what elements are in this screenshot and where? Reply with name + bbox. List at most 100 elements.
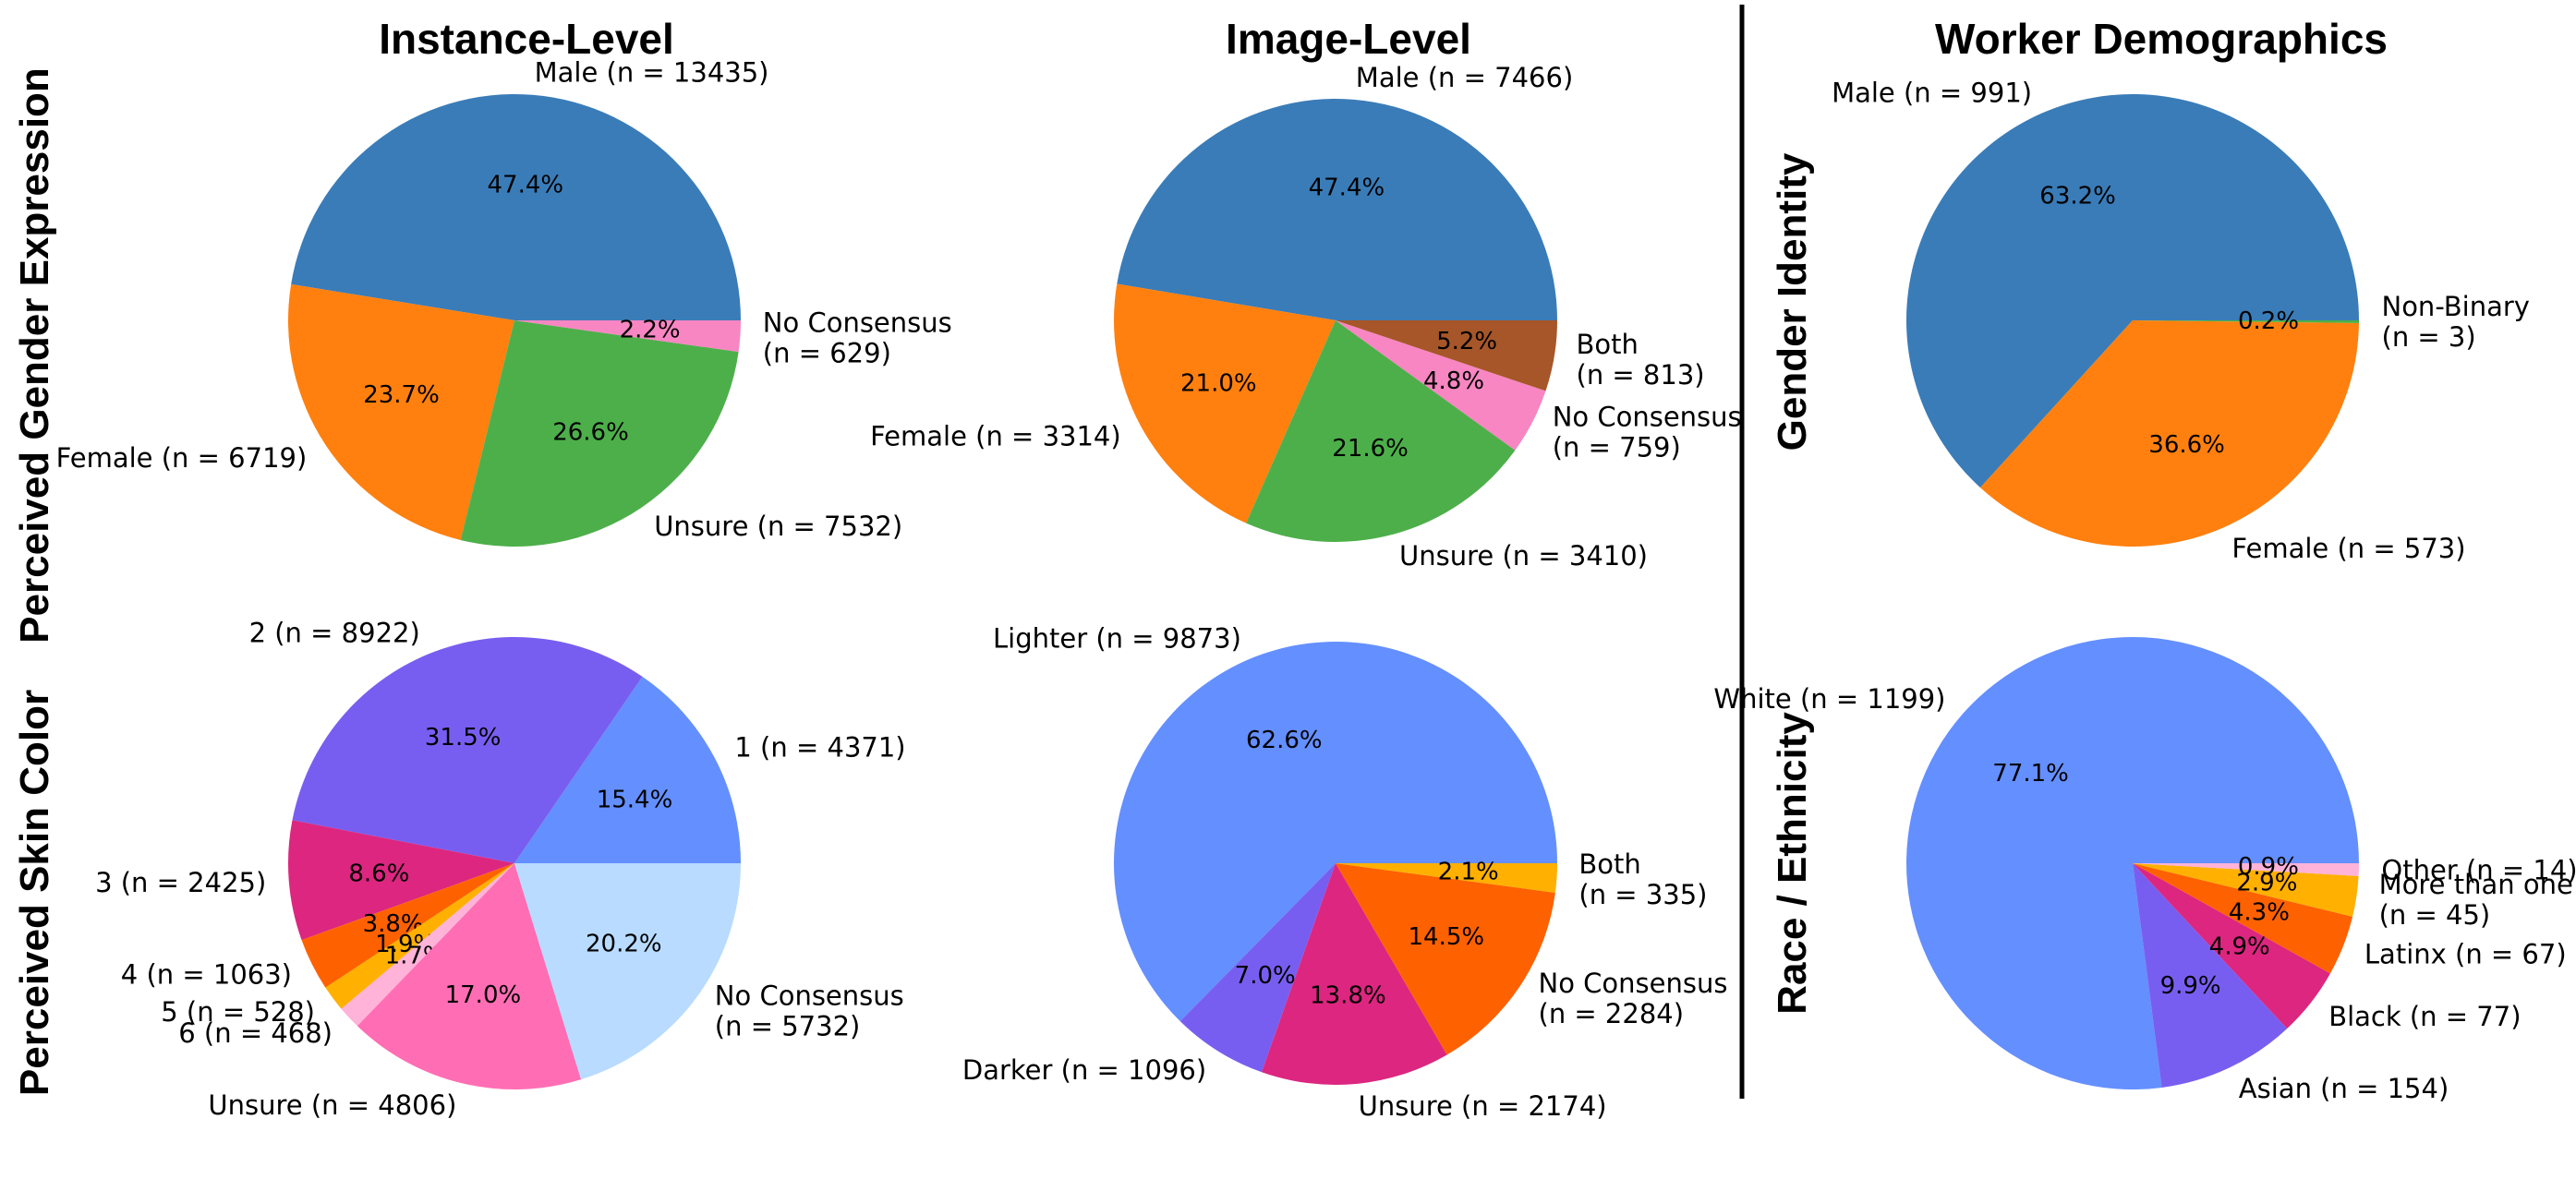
slice-label-no-consensus: No Consensus (n = 759) <box>1553 401 1742 463</box>
row-label-gender-identity: Gender Identity <box>1770 152 1815 451</box>
pct-label-other: 0.9% <box>2238 853 2299 881</box>
pct-label-female: 21.0% <box>1180 369 1257 397</box>
slice-label-both: Both (n = 335) <box>1578 848 1707 910</box>
slice-label-4: 4 (n = 1063) <box>121 959 292 991</box>
pie-slice-other <box>2133 863 2360 876</box>
pie-slice-4 <box>301 863 514 988</box>
pct-label-lighter: 62.6% <box>1246 727 1323 754</box>
pie-slice-asian <box>2133 863 2288 1088</box>
pie-slice-unsure <box>357 863 582 1089</box>
pie-slice-1 <box>514 676 742 863</box>
pie-worker-race: 77.1% White (n = 1199) 9.9% Asian (n = 154)… <box>1713 637 2576 1104</box>
slice-label-no-consensus: No Consensus (n = 5732) <box>715 980 904 1042</box>
slice-label-female: Female (n = 573) <box>2231 533 2465 564</box>
pie-slice-2 <box>292 636 643 863</box>
pct-label-both: 2.1% <box>1438 859 1499 886</box>
pct-label-black: 4.9% <box>2209 933 2270 961</box>
slice-label-no-consensus: No Consensus (n = 629) <box>763 307 952 368</box>
column-title-instance-level: Instance-Level <box>379 15 674 63</box>
pct-label-1: 15.4% <box>597 787 673 814</box>
pie-slice-male <box>1117 99 1557 320</box>
pie-slice-lighter <box>1114 642 1557 1022</box>
pie-slice-no-consensus <box>1336 863 1555 1055</box>
pct-label-female: 36.6% <box>2148 431 2225 459</box>
pct-label-more-than-one: 2.9% <box>2236 870 2297 897</box>
slice-label-unsure: Unsure (n = 4806) <box>208 1089 456 1121</box>
pie-slice-male <box>1905 94 2359 488</box>
pct-label-unsure: 17.0% <box>445 981 522 1009</box>
pct-label-darker: 7.0% <box>1235 962 1296 990</box>
pie-slice-more-than-one <box>2133 863 2359 917</box>
pct-label-male: 63.2% <box>2039 183 2116 211</box>
pct-label-no-consensus: 4.8% <box>1423 367 1484 395</box>
slice-label-female: Female (n = 3314) <box>870 420 1121 451</box>
pie-instance-skin: 15.4% 1 (n = 4371) 31.5% 2 (n = 8922) 8.6% 3 … <box>95 618 906 1122</box>
column-title-image-level: Image-Level <box>1226 15 1471 63</box>
slice-label-male: Male (n = 13435) <box>535 56 769 88</box>
pct-label-no-consensus: 14.5% <box>1408 923 1484 951</box>
slice-label-other: Other (n = 14) <box>2381 855 2576 886</box>
slice-label-female: Female (n = 6719) <box>56 442 308 474</box>
slice-label-no-consensus: No Consensus (n = 2284) <box>1539 968 1728 1029</box>
column-title-worker-demographics: Worker Demographics <box>1935 15 2388 63</box>
pct-label-female: 23.7% <box>363 381 440 409</box>
slice-label-darker: Darker (n = 1096) <box>962 1054 1206 1086</box>
pct-label-no-consensus: 2.2% <box>620 316 681 343</box>
pie-instance-gender: 47.4% Male (n = 13435) 23.7% Female (n = 67… <box>56 56 952 547</box>
pie-slice-unsure <box>1262 863 1447 1085</box>
pct-label-non-binary: 0.2% <box>2238 307 2299 335</box>
row-label-perceived-gender-expression: Perceived Gender Expression <box>12 67 57 644</box>
pie-slice-male <box>291 93 741 320</box>
pie-slice-unsure <box>1246 320 1516 542</box>
pct-label-both: 5.2% <box>1436 328 1497 355</box>
pie-slice-latinx <box>2133 863 2353 974</box>
slice-label-unsure: Unsure (n = 3410) <box>1399 540 1648 571</box>
pie-slice-both <box>1336 863 1557 893</box>
slice-label-5: 5 (n = 528) <box>161 996 315 1028</box>
pie-slice-darker <box>1179 863 1336 1073</box>
pie-slice-female <box>1980 320 2359 547</box>
slice-label-1: 1 (n = 4371) <box>734 731 905 763</box>
pie-slice-white <box>1906 637 2359 1090</box>
pie-slice-no-consensus <box>514 863 741 1080</box>
pct-label-unsure: 13.8% <box>1310 981 1386 1009</box>
pct-label-unsure: 21.6% <box>1332 435 1409 463</box>
slice-label-black: Black (n = 77) <box>2328 1001 2521 1032</box>
pct-label-no-consensus: 20.2% <box>586 930 662 957</box>
slice-label-unsure: Unsure (n = 7532) <box>654 511 902 542</box>
pie-worker-gender: 63.2% Male (n = 991) 36.6% Female (n = 573)… <box>1832 78 2530 565</box>
pct-label-3: 8.6% <box>348 860 409 887</box>
pie-image-skin: 62.6% Lighter (n = 9873) 7.0% Darker (n = 1… <box>962 623 1728 1122</box>
slice-label-latinx: Latinx (n = 67) <box>2364 938 2567 969</box>
slice-label-2: 2 (n = 8922) <box>249 618 420 649</box>
pie-slice-3 <box>287 820 514 941</box>
pct-label-male: 47.4% <box>487 172 563 199</box>
pct-label-latinx: 4.3% <box>2229 899 2290 927</box>
pie-slice-6 <box>341 863 514 1027</box>
slice-label-6: 6 (n = 468) <box>178 1017 333 1049</box>
pie-slice-black <box>2133 863 2330 1029</box>
slice-label-more-than-one: More than one (n = 45) <box>2379 869 2573 931</box>
pie-slice-female <box>1114 283 1336 523</box>
slice-label-white: White (n = 1199) <box>1713 683 1945 715</box>
slice-label-both: Both (n = 813) <box>1577 329 1705 391</box>
pie-slice-5 <box>325 863 514 1009</box>
pct-label-asian: 9.9% <box>2160 972 2221 1000</box>
pie-slice-non-binary <box>2133 320 2359 323</box>
slice-label-unsure: Unsure (n = 2174) <box>1359 1090 1607 1122</box>
pie-slice-unsure <box>460 320 739 547</box>
slice-label-lighter: Lighter (n = 9873) <box>993 623 1241 655</box>
row-label-race-ethnicity: Race / Ethnicity <box>1770 712 1815 1015</box>
row-label-perceived-skin-color: Perceived Skin Color <box>12 690 57 1096</box>
slice-label-non-binary: Non-Binary (n = 3) <box>2382 291 2530 353</box>
slice-label-asian: Asian (n = 154) <box>2239 1073 2449 1104</box>
pie-image-gender: 47.4% Male (n = 7466) 21.0% Female (n = 331… <box>870 62 1742 571</box>
slice-label-3: 3 (n = 2425) <box>95 867 266 898</box>
pie-slice-both <box>1336 320 1557 391</box>
pie-slice-no-consensus <box>514 320 741 353</box>
slice-label-male: Male (n = 7466) <box>1356 62 1573 93</box>
pie-slice-no-consensus <box>1336 320 1546 451</box>
slice-label-male: Male (n = 991) <box>1832 78 2032 109</box>
pct-label-2: 31.5% <box>425 724 502 752</box>
